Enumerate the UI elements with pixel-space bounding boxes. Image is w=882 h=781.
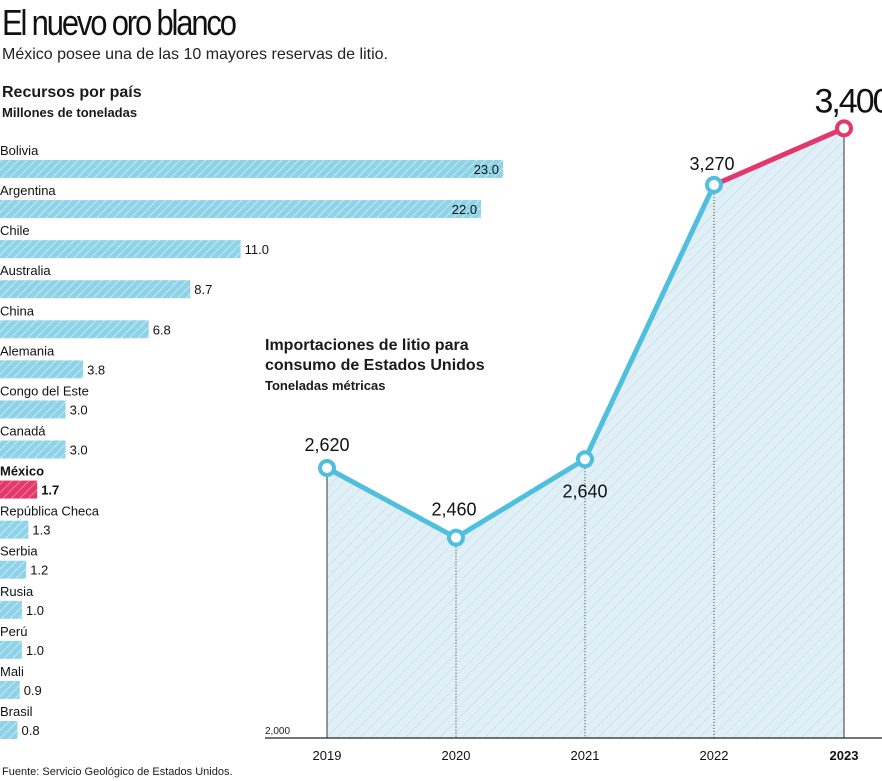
bar — [0, 400, 66, 419]
bar-value-label: 3.0 — [70, 402, 88, 417]
bar-value-label: 1.2 — [30, 563, 48, 578]
bar-category-label: Congo del Este — [0, 383, 89, 398]
x-tick-label: 2019 — [313, 748, 342, 763]
data-label: 3,400 — [814, 82, 882, 120]
data-label: 3,270 — [689, 154, 734, 174]
y-baseline-label: 2,000 — [265, 726, 290, 737]
bar — [0, 200, 482, 219]
bar — [0, 440, 66, 459]
area-fill — [327, 128, 844, 739]
data-label: 2,620 — [304, 435, 349, 455]
bar-category-label: China — [0, 303, 35, 318]
area-chart-title: Importaciones de litio para consumo de E… — [265, 336, 485, 376]
bar-chart-unit: Millones de toneladas — [2, 105, 138, 120]
bar — [0, 280, 191, 299]
source-note: Fuente: Servicio Geológico de Estados Un… — [2, 766, 233, 778]
bar-category-label: Alemania — [0, 343, 55, 358]
bar — [0, 680, 20, 699]
bar-category-label: Bolivia — [0, 143, 39, 158]
bar-value-label: 0.9 — [24, 683, 42, 698]
data-point — [447, 528, 465, 547]
bar — [0, 320, 149, 339]
bar-value-label: 22.0 — [452, 202, 477, 217]
bar-value-label: 23.0 — [474, 162, 499, 177]
bar-value-label: 8.7 — [194, 282, 212, 297]
bar-chart-title: Recursos por país — [2, 84, 142, 101]
page-subtitle: México posee una de las 10 mayores reser… — [2, 46, 388, 63]
data-point — [705, 175, 723, 194]
bar — [0, 720, 18, 739]
bar — [0, 160, 503, 178]
page-title: El nuevo oro blanco — [2, 2, 237, 43]
bar-value-label: 11.0 — [245, 242, 269, 257]
area-chart-unit: Toneladas métricas — [265, 378, 386, 393]
bar-value-label: 1.3 — [32, 523, 50, 538]
bar — [0, 520, 29, 539]
bar-category-label: Argentina — [0, 183, 56, 198]
bar — [0, 640, 22, 659]
bar-value-label: 3.8 — [87, 362, 105, 377]
bar-category-label: Brasil — [0, 704, 33, 719]
bar-category-label: República Checa — [0, 504, 100, 519]
data-point — [835, 119, 853, 138]
series-line-segment — [582, 182, 717, 462]
bar — [0, 360, 84, 379]
x-tick-label: 2022 — [700, 748, 729, 763]
bar — [0, 240, 241, 259]
bar-category-label: Perú — [0, 624, 27, 639]
data-label: 2,460 — [431, 500, 476, 520]
data-label: 2,640 — [562, 481, 607, 501]
bar-chart: Bolivia 23.0 Argentina 22.0 Chile 11.0 Austral… — [0, 143, 503, 739]
bar-category-label: Canadá — [0, 423, 46, 438]
bar-value-label: 1.0 — [26, 643, 44, 658]
bar-value-label: 1.7 — [41, 483, 59, 498]
bar — [0, 560, 27, 579]
bar — [0, 600, 22, 619]
bar-category-label: Chile — [0, 223, 30, 238]
data-point — [576, 450, 594, 469]
area-chart-title-line-2: consumo de Estados Unidos — [265, 357, 485, 374]
bar-value-label: 1.0 — [26, 603, 44, 618]
series-line-segment — [324, 465, 459, 541]
bar — [0, 480, 38, 499]
bar-category-label: Serbia — [0, 544, 38, 559]
bar-category-label: México — [0, 464, 44, 479]
x-tick-label: 2021 — [571, 748, 600, 763]
bar-value-label: 0.8 — [22, 723, 40, 738]
area-chart: 2,000 2,620 2,460 2,640 3,270 3,400 2019 2020 20… — [265, 82, 882, 763]
bar-value-label: 6.8 — [153, 322, 171, 337]
area-chart-title-line-1: Importaciones de litio para — [265, 337, 469, 354]
x-tick-label: 2020 — [442, 748, 471, 763]
bar-category-label: Australia — [0, 263, 51, 278]
bar-category-label: Mali — [0, 664, 24, 679]
bar-value-label: 3.0 — [70, 442, 88, 457]
data-point — [318, 459, 336, 477]
series-line-segment — [453, 456, 588, 541]
series-line-segment — [711, 125, 847, 188]
bar-category-label: Rusia — [0, 584, 34, 599]
x-tick-label: 2023 — [830, 748, 859, 763]
